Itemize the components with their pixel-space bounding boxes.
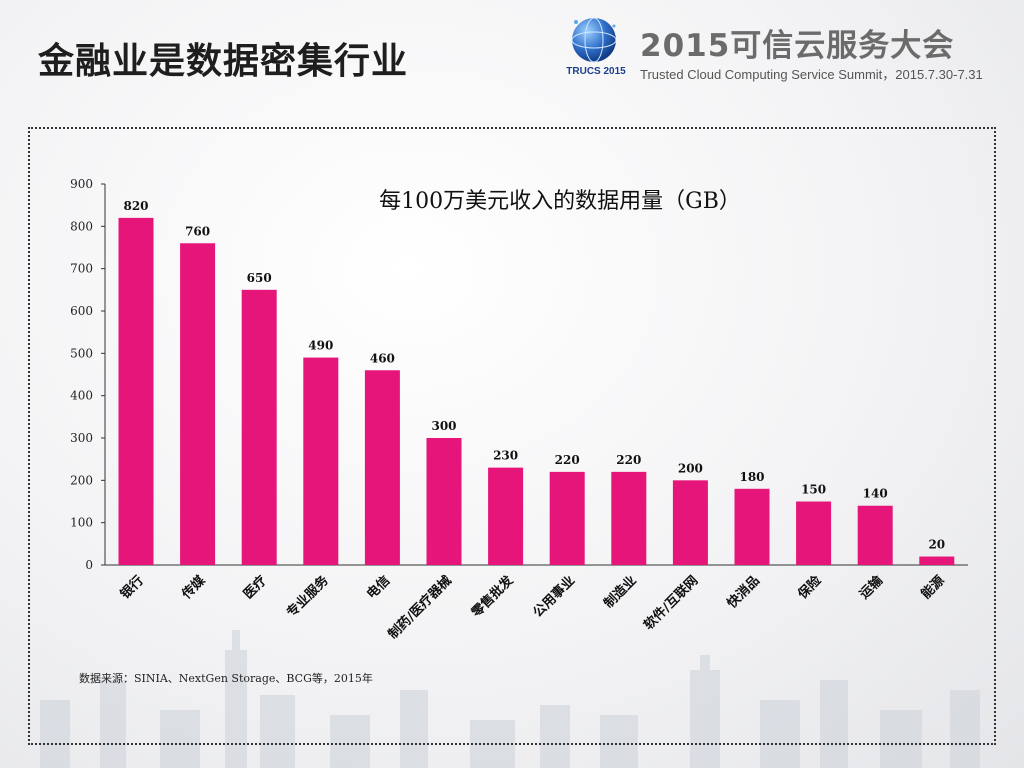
summit-title: 2015可信云服务大会 [640, 28, 955, 64]
data-label-11: 150 [801, 483, 826, 497]
category-label-10: 快消品 [724, 573, 763, 612]
bar-7 [549, 471, 585, 565]
category-label-0: 银行 [117, 573, 147, 603]
logo-text: TRUCS 2015 [566, 66, 626, 77]
chart-frame [28, 127, 996, 745]
data-label-8: 220 [616, 453, 641, 467]
category-label-9: 软件/互联网 [641, 573, 702, 634]
category-label-7: 公用事业 [530, 573, 578, 621]
bar-5 [426, 438, 462, 565]
y-tick-label: 500 [70, 346, 93, 360]
category-label-11: 保险 [794, 572, 825, 603]
data-label-10: 180 [739, 470, 764, 484]
category-label-8: 制造业 [601, 573, 640, 612]
y-tick-label: 400 [70, 389, 93, 403]
data-label-2: 650 [247, 271, 272, 285]
category-label-1: 传媒 [178, 572, 209, 603]
data-label-5: 300 [431, 419, 456, 433]
y-tick-label: 300 [70, 431, 93, 445]
bar-9 [672, 480, 708, 565]
data-label-3: 490 [308, 339, 333, 353]
category-label-6: 零售批发 [468, 572, 517, 621]
bar-11 [796, 501, 832, 565]
data-label-4: 460 [370, 351, 395, 365]
data-label-13: 20 [928, 538, 945, 552]
page-title: 金融业是数据密集行业 [38, 41, 409, 82]
data-label-7: 220 [555, 453, 580, 467]
globe-logo-icon [571, 17, 617, 63]
category-label-12: 运输 [856, 572, 886, 602]
category-label-13: 能源 [918, 573, 948, 603]
y-tick-label: 600 [70, 304, 93, 318]
bar-12 [857, 505, 893, 565]
y-tick-label: 200 [70, 473, 93, 487]
data-label-12: 140 [863, 487, 888, 501]
category-label-5: 制药/医疗器械 [385, 573, 455, 643]
y-tick-label: 800 [70, 219, 93, 233]
y-tick-label: 900 [70, 177, 93, 191]
category-label-4: 电信 [364, 573, 394, 603]
bar-13 [919, 556, 955, 565]
bar-6 [488, 467, 524, 565]
bar-10 [734, 488, 770, 565]
data-label-0: 820 [123, 199, 148, 213]
data-label-6: 230 [493, 449, 518, 463]
category-label-3: 专业服务 [284, 572, 333, 621]
data-label-9: 200 [678, 461, 703, 475]
y-tick-label: 0 [85, 558, 93, 572]
category-label-2: 医疗 [240, 573, 270, 603]
y-tick-label: 700 [70, 262, 93, 276]
bar-3 [303, 357, 339, 565]
data-label-1: 760 [185, 224, 210, 238]
bar-8 [611, 471, 647, 565]
bar-1 [180, 243, 216, 565]
bar-0 [118, 217, 154, 565]
bar-4 [364, 370, 400, 565]
data-source-note: 数据来源：SINIA、NextGen Storage、BCG等，2015年 [79, 672, 373, 685]
y-tick-label: 100 [70, 516, 93, 530]
bar-2 [241, 289, 277, 565]
chart-title: 每100万美元收入的数据用量（GB） [379, 189, 741, 214]
summit-subtitle: Trusted Cloud Computing Service Summit，2… [640, 67, 983, 82]
